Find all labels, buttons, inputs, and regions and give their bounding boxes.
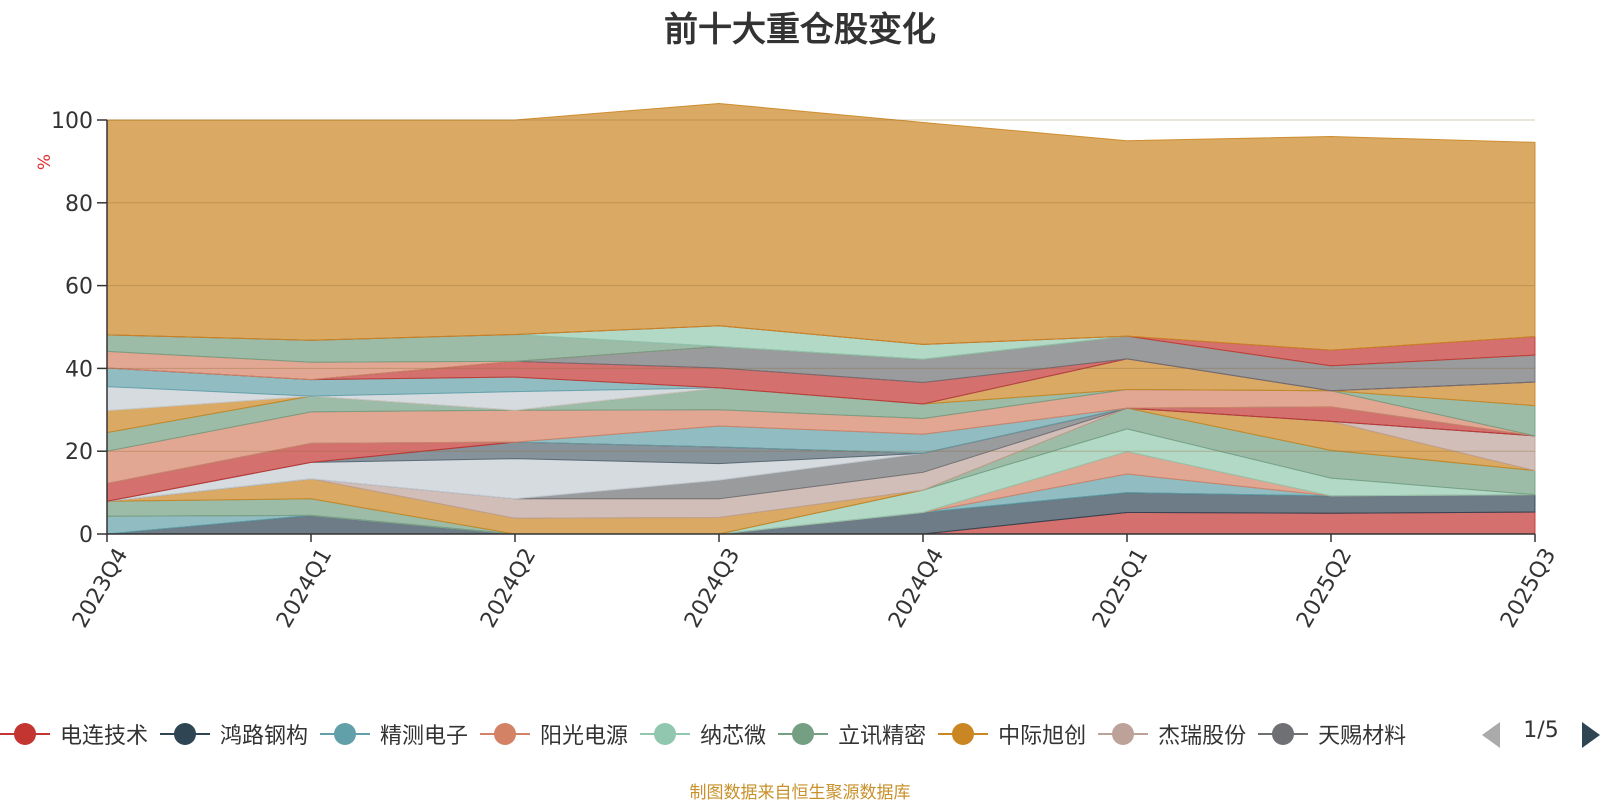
legend-label: 中际旭创 (998, 724, 1087, 749)
x-tick-label: 2024Q4 (884, 544, 949, 632)
legend-item[interactable]: 天赐材料 (1258, 716, 1406, 752)
legend-next-page-icon[interactable] (1582, 722, 1600, 748)
chart-title: 前十大重仓股变化 (664, 10, 936, 50)
legend-marker-icon (320, 716, 371, 752)
legend-label: 电连技术 (60, 724, 149, 749)
x-tick-label: 2024Q3 (680, 544, 745, 632)
area-layers (106, 102, 1536, 535)
x-tick-label: 2024Q1 (272, 544, 337, 632)
legend-marker-icon (1098, 716, 1149, 752)
x-tick-label: 2025Q2 (1292, 544, 1357, 632)
y-tick-label: 20 (65, 440, 93, 465)
x-tick-label: 2025Q1 (1088, 544, 1153, 632)
area-series-25[interactable] (106, 102, 1536, 351)
data-source-note: 制图数据来自恒生聚源数据库 (689, 783, 911, 803)
legend-marker-icon (640, 716, 691, 752)
legend-item[interactable]: 杰瑞股份 (1098, 716, 1246, 752)
legend-item[interactable]: 中际旭创 (938, 716, 1086, 752)
y-axis-label: % (35, 154, 55, 170)
legend-marker-icon (1258, 716, 1309, 752)
legend-marker-icon (160, 716, 211, 752)
legend-item[interactable]: 阳光电源 (480, 716, 628, 752)
legend-label: 鸿路钢构 (220, 724, 309, 749)
legend-track: 电连技术 鸿路钢构 精测电子 阳光电源 纳芯微 立讯精密 中际旭创 杰瑞股份 天赐材料 (0, 716, 1418, 752)
legend-marker-icon (0, 716, 50, 752)
legend-marker-icon (480, 716, 531, 752)
legend-item[interactable]: 鸿路钢构 (160, 716, 308, 752)
grid-lines (107, 119, 1535, 452)
y-tick-label: 100 (51, 109, 93, 134)
stacked-area-chart: 0 20 40 60 80 100 2023Q4 2024Q1 2024Q2 2024Q3 2024… (35, 102, 1561, 632)
y-tick-label: 40 (65, 357, 93, 382)
x-tick-label: 2025Q3 (1496, 544, 1561, 632)
legend-label: 立讯精密 (838, 724, 927, 749)
legend-label: 纳芯微 (700, 724, 767, 749)
x-tick-label: 2023Q4 (68, 544, 133, 632)
y-tick-label: 0 (79, 523, 93, 548)
legend-label: 精测电子 (380, 724, 469, 749)
legend-item[interactable]: 电连技术 (0, 716, 148, 752)
legend-label: 天赐材料 (1318, 724, 1407, 749)
legend-label: 杰瑞股份 (1158, 724, 1247, 749)
legend-marker-icon (778, 716, 829, 752)
y-tick-label: 60 (65, 275, 93, 300)
legend-label: 阳光电源 (540, 724, 629, 749)
x-tick-label: 2024Q2 (476, 544, 541, 632)
legend-item[interactable]: 精测电子 (320, 716, 468, 752)
legend-page-indicator: 1/5 (1523, 718, 1559, 743)
legend: 电连技术 鸿路钢构 精测电子 阳光电源 纳芯微 立讯精密 中际旭创 杰瑞股份 天赐材料 1/5 (0, 716, 1600, 752)
legend-item[interactable]: 立讯精密 (778, 716, 926, 752)
legend-viewport: 电连技术 鸿路钢构 精测电子 阳光电源 纳芯微 立讯精密 中际旭创 杰瑞股份 天赐材料 (0, 716, 1482, 752)
legend-item[interactable]: 纳芯微 (640, 716, 766, 752)
legend-marker-icon (938, 716, 989, 752)
y-tick-label: 80 (65, 192, 93, 217)
legend-prev-page-icon[interactable] (1482, 722, 1500, 748)
legend-pager: 1/5 (1482, 716, 1600, 752)
